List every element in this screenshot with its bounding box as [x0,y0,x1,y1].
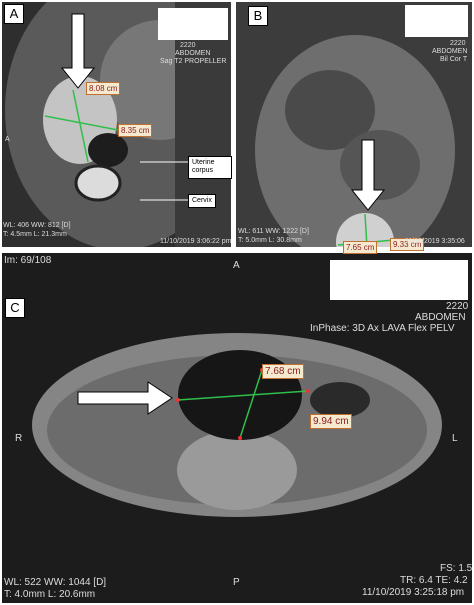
overlay-text: Im: 69/108 [4,255,52,266]
overlay-text: WL: 522 WW: 1044 [D] [4,577,107,588]
panel-label: C [5,298,25,318]
overlay-text: 2220 [450,40,466,47]
overlay-text: 2220 [446,301,469,312]
measurement: 9.33 cm [390,238,425,251]
overlay-text: ABDOMEN [415,312,466,323]
overlay-text: A [5,136,10,143]
overlay-text: WL: 406 WW: 812 [D] [3,222,71,229]
panel-label: A [4,4,24,24]
overlay-text: R [15,433,23,444]
overlay-text: 11/10/2019 3:06:22 pm [160,238,232,245]
annotation: Cervix [188,194,216,209]
overlay-text: 11/10/2019 3:35:06 [405,238,465,245]
overlay-text: FS: 1.5 [440,563,473,574]
measurement: 8.08 cm [86,82,121,95]
measurement: 7.68 cm [262,364,304,379]
overlay-text: L [452,433,458,444]
overlay-text: WL: 611 WW: 1222 [D] [238,228,309,235]
overlay-text: T: 4.0mm L: 20.6mm [4,589,96,600]
overlay-text: 11/10/2019 3:25:18 pm [362,587,465,598]
overlay-text: InPhase: 3D Ax LAVA Flex PELV [310,323,455,334]
measurement: 7.65 cm [343,241,378,254]
annotation: Uterine corpus [188,156,232,179]
overlay-text: P [233,577,240,588]
overlay-text: ABDOMEN [432,48,468,55]
overlay-text: Bil Cor T [440,56,468,63]
measurement: 8.35 cm [118,124,153,137]
overlay-text: TR: 6.4 TE: 4.2 [400,575,468,586]
overlay-text: T: 5.0mm L: 30.8mm [238,237,302,244]
measurement: 9.94 cm [310,414,352,429]
panel-label: B [248,6,268,26]
overlay-text: 2220 [180,42,196,49]
panel-b-image [236,2,472,247]
overlay-text: Sag T2 PROPELLER [160,58,227,65]
overlay-text: A [233,260,240,271]
overlay-text: T: 4.5mm L: 21.3mm [3,231,67,238]
panel-c-image [2,253,472,603]
overlay-text: ABDOMEN [175,50,211,57]
